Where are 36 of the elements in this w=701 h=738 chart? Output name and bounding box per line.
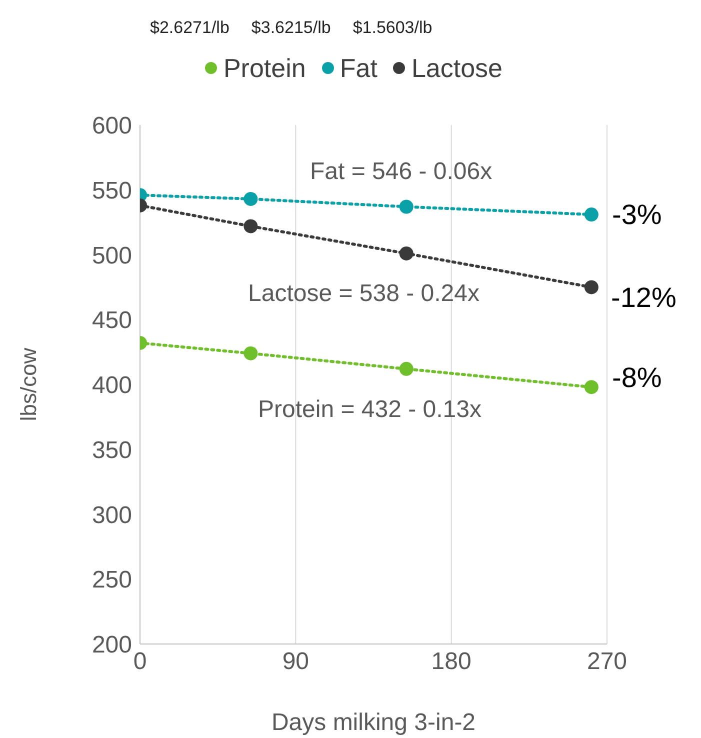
text: -3% xyxy=(612,199,662,231)
y-tick-label: 350 xyxy=(92,436,132,464)
point xyxy=(399,362,414,376)
x-tick-label: 90 xyxy=(282,648,310,676)
y-tick-label: 300 xyxy=(92,502,132,529)
point xyxy=(244,219,258,234)
point xyxy=(584,380,598,394)
text: -8% xyxy=(612,362,662,394)
x-tick-label: 0 xyxy=(133,648,147,676)
text: -12% xyxy=(611,282,676,314)
legend-label: Protein xyxy=(222,52,306,84)
annotation: Lactose = 538 - 0.24x xyxy=(248,280,480,308)
text: $3.6215/lb xyxy=(251,18,331,38)
y-tick-label: 500 xyxy=(92,242,132,270)
y-axis-title: lbs/cow xyxy=(16,348,41,422)
y-tick-label: 400 xyxy=(92,372,132,400)
annotation: Fat = 546 - 0.06x xyxy=(310,158,492,186)
legend-label: Lactose xyxy=(410,52,503,84)
legend-label: Fat xyxy=(338,52,378,84)
x-axis-title: Days milking 3-in-2 xyxy=(271,709,476,736)
annotation: Protein = 432 - 0.13x xyxy=(258,396,482,424)
y-tick-label: 600 xyxy=(92,112,132,140)
point xyxy=(584,280,598,294)
text: $2.6271/lb xyxy=(150,18,230,38)
y-tick-label: 450 xyxy=(92,307,132,334)
point xyxy=(399,200,414,214)
x-tick-label: 270 xyxy=(586,648,628,676)
y-tick-label: 550 xyxy=(92,177,132,204)
point xyxy=(584,208,598,222)
point xyxy=(399,246,414,260)
y-tick-label: 200 xyxy=(92,632,132,659)
x-tick-label: 180 xyxy=(431,648,472,676)
point xyxy=(244,346,258,360)
point xyxy=(244,192,258,206)
text: $1.5603/lb xyxy=(352,18,432,38)
y-tick-label: 250 xyxy=(92,566,132,594)
